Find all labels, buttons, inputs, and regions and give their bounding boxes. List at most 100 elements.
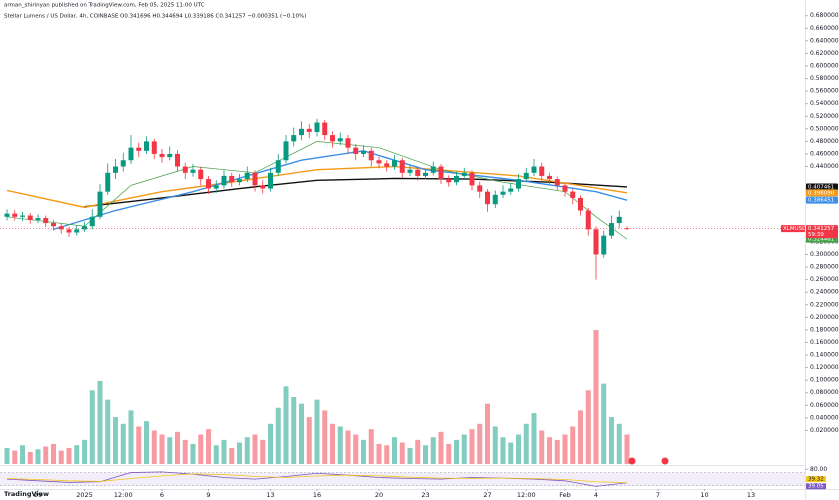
candle-body <box>66 229 72 233</box>
volume-bar <box>609 417 614 464</box>
x-tick-label: 16 <box>313 491 321 499</box>
candle-body <box>221 175 227 186</box>
candle-body <box>616 216 622 224</box>
volume-bar <box>601 383 607 464</box>
y-tick-label: 0.560000 <box>810 88 839 95</box>
candle-body <box>190 169 196 173</box>
candle-body <box>423 172 428 176</box>
candle-body <box>554 179 560 186</box>
legend: Stellar Lumens / US Dollar, 4h, COINBASE… <box>4 14 306 20</box>
icon[interactable] <box>628 457 636 465</box>
candle-body <box>345 138 351 148</box>
x-tick-label: 27 <box>483 491 491 499</box>
rsi-tag <box>806 476 826 483</box>
y-tick-label: 0.040000 <box>810 414 839 421</box>
price-tag <box>806 225 838 239</box>
volume-bar <box>213 445 219 464</box>
volume-bar <box>353 434 359 464</box>
candle-body <box>415 169 421 176</box>
y-tick-label: 0.260000 <box>810 276 839 283</box>
candle-body <box>314 122 320 132</box>
volume-bar <box>260 439 266 464</box>
candle-body <box>182 166 188 173</box>
candle-body <box>43 218 49 224</box>
candle-body <box>244 172 250 180</box>
volume-bar <box>105 399 111 464</box>
candle-body <box>368 150 374 161</box>
y-tick-label: 0.280000 <box>810 264 839 271</box>
volume-bar <box>407 447 413 464</box>
candle-body <box>570 191 576 198</box>
rsi-tag-label: 39.32 <box>808 477 824 483</box>
candle-body <box>547 175 552 180</box>
x-tick-label: 20 <box>375 491 383 499</box>
volume-bar <box>454 439 459 464</box>
candle-body <box>27 215 33 220</box>
y-tick-label: 0.600000 <box>810 62 839 69</box>
candle-body <box>430 166 436 173</box>
volume-bar <box>20 445 25 464</box>
candle-body <box>283 141 289 161</box>
candle-body <box>291 135 297 142</box>
candle-body <box>376 160 382 164</box>
volume-bar <box>12 450 18 464</box>
volume-bar <box>330 423 335 464</box>
volume-bar <box>337 426 343 464</box>
candle-body <box>399 160 405 173</box>
volume-bar <box>89 390 95 464</box>
volume-bar <box>66 447 72 464</box>
candle-body <box>260 185 266 189</box>
volume-bar <box>500 437 506 464</box>
volume-bar <box>516 434 521 464</box>
x-tick-label: 23 <box>421 491 429 499</box>
candle-body <box>516 179 521 189</box>
volume-bar <box>221 439 227 464</box>
rsi-line <box>6 471 628 487</box>
volume-bar <box>182 439 188 464</box>
volume-bar <box>4 447 10 464</box>
volume-bar <box>485 403 490 464</box>
volume-bar <box>438 431 444 464</box>
x-tick-label: 2025 <box>76 491 93 499</box>
x-tick-label: 4 <box>594 491 598 499</box>
volume-bar <box>547 437 552 464</box>
candle-body <box>454 175 459 183</box>
candle-body <box>578 197 583 211</box>
y-tick-label: 0.180000 <box>810 326 839 333</box>
candle-body <box>167 153 173 158</box>
volume-bar <box>136 426 142 464</box>
volume-bar <box>144 421 149 464</box>
volume-bar <box>531 413 537 464</box>
icon[interactable] <box>661 457 669 465</box>
volume-bar <box>291 397 297 464</box>
volume-bar <box>244 437 250 464</box>
candle-body <box>97 191 103 217</box>
candle-body <box>89 216 95 227</box>
y-tick-label: 0.220000 <box>810 301 839 308</box>
candle-body <box>136 147 142 151</box>
candle-body <box>175 153 180 167</box>
volume-bar <box>392 437 397 464</box>
volume-bar <box>82 439 87 464</box>
y-tick-label: 0.460000 <box>810 150 839 157</box>
rsi-tick-label: 80.00 <box>810 466 827 473</box>
volume-bar <box>361 439 366 464</box>
y-tick-label: 0.240000 <box>810 289 839 296</box>
candle-body <box>159 153 165 158</box>
volume-bar <box>523 423 529 464</box>
volume-bar <box>578 410 583 464</box>
candle-body <box>82 226 87 230</box>
price-tag-label: 0.398090 <box>808 190 835 196</box>
y-tick-label: 0.140000 <box>810 352 839 359</box>
rsi-tag-label: 39.05 <box>808 484 824 490</box>
candle-body <box>144 141 149 151</box>
volume-bar <box>314 399 320 464</box>
volume-bar <box>384 445 390 464</box>
volume-bar <box>508 442 514 464</box>
candle-body <box>384 163 390 167</box>
price-tag <box>806 196 838 204</box>
x-tick-label: 6 <box>160 491 164 499</box>
volume-bar <box>120 423 126 464</box>
x-tick-label: 12:00 <box>517 491 536 499</box>
